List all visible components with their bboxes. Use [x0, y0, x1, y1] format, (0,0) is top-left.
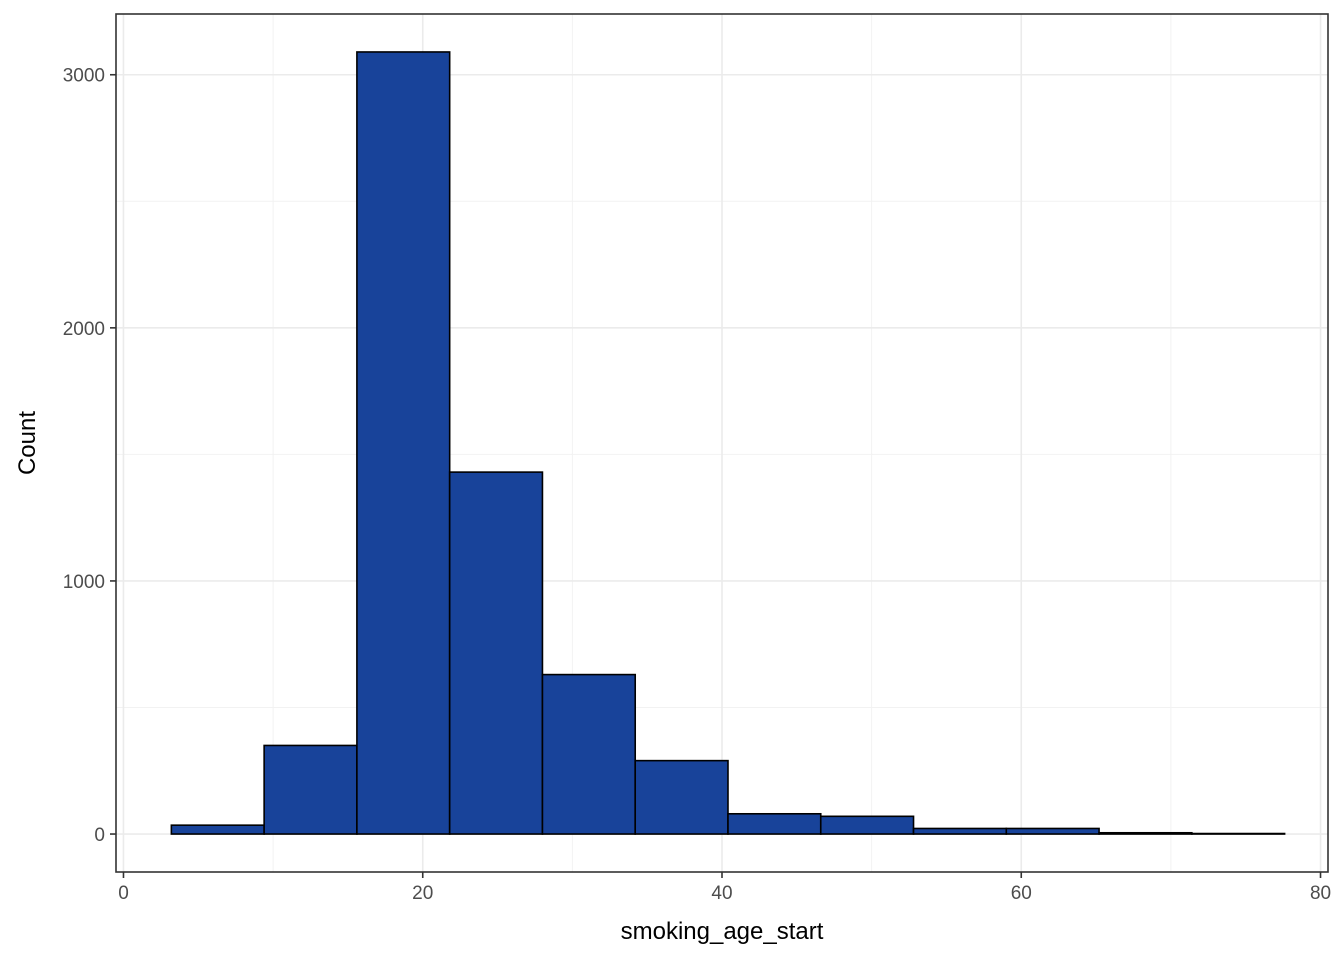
- histogram-bar: [727, 812, 822, 835]
- histogram-bars: [170, 51, 1286, 835]
- x-axis: 0 20 40 60 80: [118, 872, 1331, 904]
- histogram-bar: [1005, 827, 1100, 835]
- histogram-bar: [1098, 831, 1193, 835]
- x-tick-label: 20: [412, 883, 433, 904]
- y-tick-label: 3000: [63, 66, 105, 87]
- x-tick-label: 60: [1011, 883, 1032, 904]
- y-tick-label: 2000: [63, 319, 105, 340]
- y-tick-label: 1000: [63, 572, 105, 593]
- y-axis: 0 1000 2000 3000: [63, 66, 116, 846]
- x-tick-label: 40: [711, 883, 732, 904]
- x-axis-title: smoking_age_start: [621, 918, 824, 945]
- histogram-bar: [170, 824, 265, 835]
- histogram-bar: [912, 827, 1008, 835]
- histogram-bar: [1191, 832, 1286, 835]
- histogram-bar: [541, 673, 637, 835]
- histogram-bar: [634, 759, 729, 835]
- histogram-bar: [448, 471, 544, 835]
- histogram-bar: [263, 744, 358, 835]
- x-tick-label: 0: [118, 883, 129, 904]
- y-axis-title: Count: [14, 411, 41, 475]
- y-tick-label: 0: [94, 825, 105, 846]
- histogram-bar: [356, 51, 451, 835]
- histogram-bar: [819, 815, 915, 835]
- x-tick-label: 80: [1310, 883, 1331, 904]
